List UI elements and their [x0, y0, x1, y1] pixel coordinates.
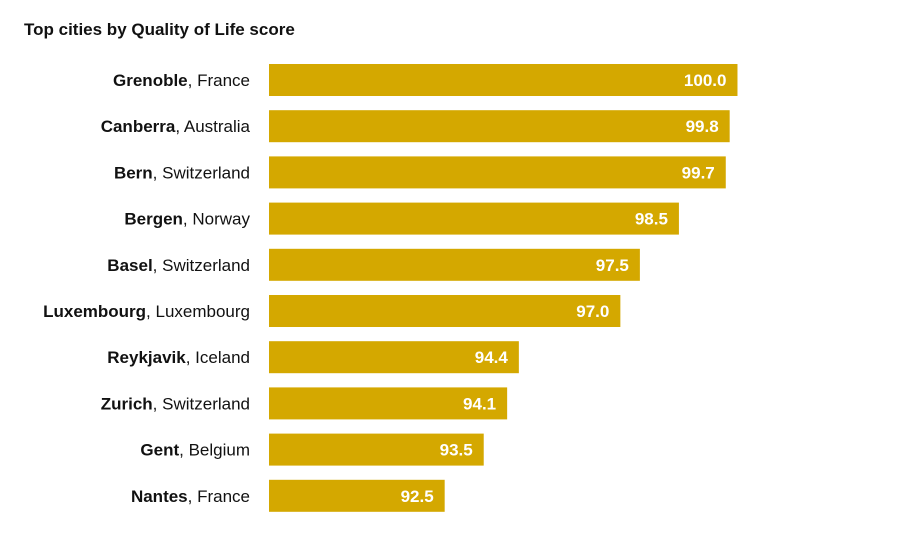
country-name: , Iceland — [186, 348, 250, 367]
city-name: Bergen — [124, 210, 183, 229]
city-name: Gent — [140, 441, 179, 460]
category-label: Luxembourg, Luxembourg — [43, 302, 250, 321]
value-label: 99.8 — [686, 117, 719, 136]
value-label: 99.7 — [682, 163, 715, 182]
city-name: Reykjavik — [107, 348, 186, 367]
value-label: 94.1 — [463, 394, 496, 413]
bar-canberra — [269, 110, 730, 143]
city-name: Bern — [114, 163, 153, 182]
city-name: Grenoble — [113, 71, 188, 90]
city-name: Canberra — [101, 117, 176, 136]
bar-bergen — [269, 202, 679, 235]
value-label: 94.4 — [475, 348, 509, 367]
value-label: 93.5 — [440, 441, 473, 460]
city-name: Basel — [107, 256, 152, 275]
bar-bern — [269, 156, 726, 189]
category-label: Grenoble, France — [113, 71, 250, 90]
bar-zurich — [269, 387, 508, 420]
category-label: Zurich, Switzerland — [101, 394, 250, 413]
city-name: Nantes — [131, 487, 188, 506]
chart-title: Top cities by Quality of Life score — [24, 20, 295, 39]
value-label: 97.0 — [576, 302, 609, 321]
bar-gent — [269, 433, 484, 466]
bar-basel — [269, 248, 640, 281]
category-label: Basel, Switzerland — [107, 256, 250, 275]
value-label: 97.5 — [596, 256, 629, 275]
bar-reykjavik — [269, 341, 519, 374]
bar-nantes — [269, 479, 445, 512]
country-name: , Switzerland — [153, 256, 250, 275]
country-name: , Belgium — [179, 441, 250, 460]
category-label: Nantes, France — [131, 487, 250, 506]
category-label: Reykjavik, Iceland — [107, 348, 250, 367]
category-label: Bern, Switzerland — [114, 163, 250, 182]
category-label: Canberra, Australia — [101, 117, 251, 136]
value-label: 92.5 — [401, 487, 434, 506]
country-name: , France — [188, 71, 250, 90]
country-name: , Switzerland — [153, 394, 250, 413]
city-name: Luxembourg — [43, 302, 146, 321]
country-name: , Australia — [175, 117, 250, 136]
country-name: , Norway — [183, 210, 251, 229]
category-label: Gent, Belgium — [140, 441, 250, 460]
value-label: 98.5 — [635, 210, 668, 229]
value-label: 100.0 — [684, 71, 727, 90]
country-name: , Switzerland — [153, 163, 250, 182]
country-name: , France — [188, 487, 250, 506]
category-label: Bergen, Norway — [124, 210, 250, 229]
bar-luxembourg — [269, 295, 621, 327]
country-name: , Luxembourg — [146, 302, 250, 321]
city-name: Zurich — [101, 394, 153, 413]
bar-grenoble — [269, 64, 738, 96]
